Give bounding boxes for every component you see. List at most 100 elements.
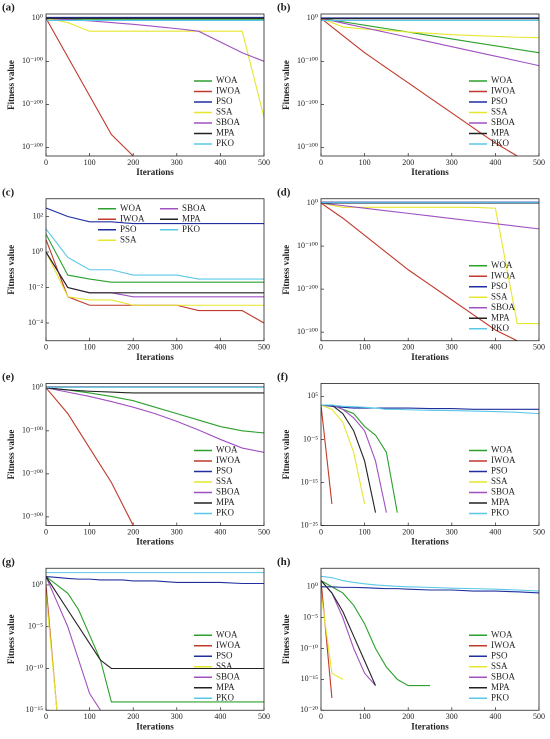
axes-frame [320,198,540,342]
series-line [46,17,264,62]
plot-area [321,17,539,156]
legend-label: SSA [216,107,233,117]
legend-label: MPA [216,682,235,692]
legend-label: PKO [216,138,235,148]
legend-label: MPA [491,497,510,507]
series-line [321,575,539,592]
x-axis-title: Iterations [411,537,449,547]
x-tick-label: 500 [533,712,545,721]
legend-label: PKO [491,138,510,148]
legend-label: SBOA [491,487,516,497]
y-tick-label: 10⁻¹⁰ [25,663,43,672]
legend-label: MPA [491,312,510,322]
series-line [46,251,264,294]
x-tick-label: 300 [446,158,458,167]
x-tick-label: 400 [214,158,226,167]
y-tick-label: 10⁰ [307,13,318,22]
y-tick-label: 10⁻²⁰⁰ [297,99,318,108]
panel: (c) 10² 10⁰ 10⁻² 10⁻⁴ 0 100 200 300 400 500 Iterati… [2,186,270,362]
x-tick-label: 100 [84,158,96,167]
x-tick-label: 0 [319,343,323,352]
legend-label: IWOA [216,455,241,465]
x-tick-label: 0 [44,343,48,352]
y-tick-label: 10² [33,211,44,220]
series-line [46,387,264,434]
legend-label: IWOA [491,640,516,650]
legend-label: PKO [491,692,510,702]
legend-label: WOA [120,203,142,213]
y-axis-title: Fitness value [281,430,291,480]
y-tick-label: 10⁻¹⁰⁰ [297,56,318,65]
x-tick-label: 0 [44,527,48,536]
series-line [321,404,366,505]
legend-label: WOA [216,629,238,639]
y-tick-label: 10⁻² [28,282,43,291]
legend-label: MPA [182,213,201,223]
x-tick-label: 300 [446,712,458,721]
series-line [46,239,264,324]
x-tick-label: 300 [171,527,183,536]
legend-label: MPA [216,128,235,138]
legend-label: WOA [216,75,238,85]
axes-frame [45,13,265,157]
panel-label: (a) [2,2,15,14]
series-line [321,404,333,505]
series-line [46,18,134,156]
legend-label: MPA [491,682,510,692]
y-tick-label: 10⁻²⁰ [300,705,318,714]
x-axis-title: Iterations [411,721,449,731]
legend-label: SSA [120,234,137,244]
y-axis-title: Fitness value [281,614,291,664]
legend-label: WOA [491,629,513,639]
legend-label: SBOA [491,302,516,312]
y-tick-label: 10⁻⁵ [303,612,318,621]
x-tick-label: 400 [489,712,501,721]
legend-label: PKO [182,224,201,234]
x-tick-label: 500 [258,712,270,721]
legend-label: SSA [216,661,233,671]
axes-frame [45,198,265,342]
y-axis-title: Fitness value [6,614,16,664]
x-tick-label: 400 [489,343,501,352]
series-line [321,580,333,698]
x-tick-label: 100 [359,527,371,536]
plot-area [321,404,539,513]
plot-area [321,575,539,698]
series-line [321,404,539,410]
panel-label: (g) [2,556,15,568]
legend-label: WOA [491,445,513,455]
panel-label: (d) [277,186,291,198]
axes-frame [45,567,265,711]
series-line [321,17,518,156]
x-tick-label: 100 [359,712,371,721]
legend-label: SBOA [216,117,241,127]
series-line [321,202,539,230]
series-line [321,580,377,686]
axes-frame [320,567,540,711]
legend-label: PKO [491,508,510,518]
series-line [46,228,264,280]
series-line [46,576,101,711]
y-axis-title: Fitness value [281,245,291,295]
y-tick-label: 10⁰ [32,580,43,589]
legend-label: PKO [491,323,510,333]
y-tick-label: 10⁻⁵ [303,434,318,443]
x-tick-label: 100 [84,527,96,536]
y-axis-title: Fitness value [281,60,291,110]
y-tick-label: 10⁻¹⁵ [301,674,319,683]
x-tick-label: 200 [402,343,414,352]
legend-label: SBOA [216,487,241,497]
legend-label: IWOA [216,86,241,96]
panel: (h) 10⁰ 10⁻⁵ 10⁻¹⁰ 10⁻¹⁵ 10⁻²⁰0 100 200 300 400 50… [277,556,545,732]
x-tick-label: 500 [258,343,270,352]
series-line [321,17,539,54]
legend-label: PSO [491,650,508,660]
